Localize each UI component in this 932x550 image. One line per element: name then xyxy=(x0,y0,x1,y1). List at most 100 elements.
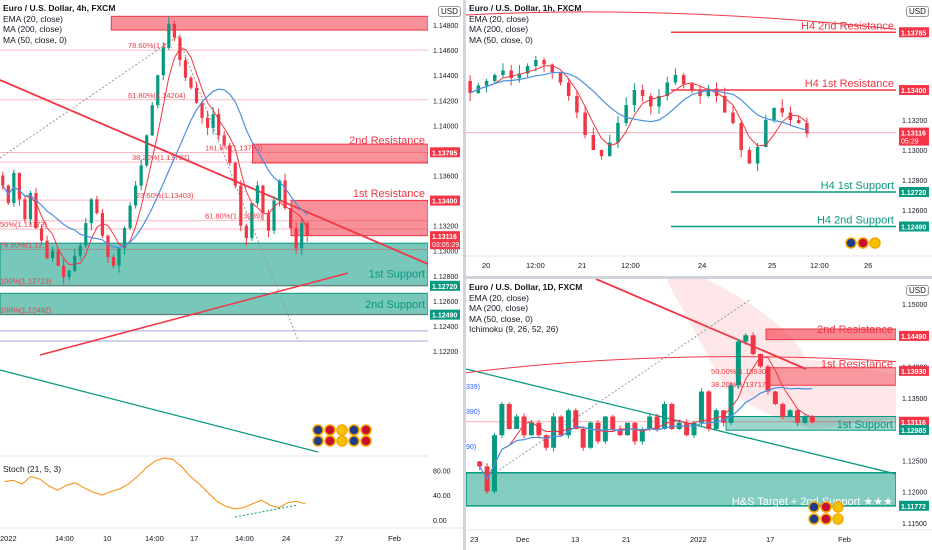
chart-canvas-1d[interactable]: 50.00%(1.13930) 38.20%(1.13717) 339) 390) 90… xyxy=(466,279,932,550)
candle-body xyxy=(681,75,686,84)
support-zone xyxy=(466,472,897,507)
price-tag xyxy=(899,330,929,341)
candle-body xyxy=(543,435,549,448)
price-tag-label: 1.12985 xyxy=(901,428,926,435)
time-axis-tick: 2022 xyxy=(690,535,707,544)
candle-body xyxy=(283,180,287,209)
candle-body xyxy=(73,255,77,271)
price-tag-countdown: 03:05:29 xyxy=(432,242,459,249)
candle-body xyxy=(39,228,44,241)
currency-badge[interactable]: USD xyxy=(906,6,929,17)
candle-body xyxy=(632,422,638,442)
panel-divider-horizontal[interactable] xyxy=(466,276,932,279)
candle-body xyxy=(551,416,557,448)
time-axis-tick: 21 xyxy=(578,261,586,270)
resistance-zone xyxy=(110,15,429,31)
candle-body xyxy=(665,82,669,96)
time-axis-tick: 27 xyxy=(335,534,343,543)
candle-body xyxy=(111,256,116,266)
price-axis-tick: 1.12800 xyxy=(902,178,927,185)
candle-body xyxy=(222,135,226,146)
candle-body xyxy=(89,199,93,224)
time-axis-tick: Feb xyxy=(388,534,401,543)
candle-body xyxy=(211,114,215,128)
price-tag xyxy=(899,221,929,232)
event-flag-icon xyxy=(336,435,348,447)
candle-body xyxy=(501,70,505,75)
candle-body xyxy=(764,120,768,147)
price-tag-countdown: 05:29 xyxy=(901,139,919,146)
chart-panel-4h[interactable]: 78.60%(1.1... 61.80%(1.14204) 161.8%(1.137… xyxy=(0,0,463,550)
time-axis-tick: 20 xyxy=(482,261,490,270)
chart-canvas-1h[interactable]: H4 2nd Resistance H4 1st Resistance H4 1st… xyxy=(466,0,932,276)
candle-body xyxy=(289,208,293,229)
indicator-label: MA (50, close, 0) xyxy=(469,34,533,45)
candle-body xyxy=(731,112,735,123)
candle-body xyxy=(78,245,82,256)
legend-1h: Euro / U.S. Dollar, 1h, FXCM EMA (20, cl… xyxy=(469,3,581,45)
candle-body xyxy=(493,75,497,81)
candle-body xyxy=(706,391,712,429)
price-axis-tick: 1.12800 xyxy=(433,274,458,281)
time-axis-tick: 10 xyxy=(103,534,111,543)
fib-level-label: 161.8%(1.13783) xyxy=(205,144,263,153)
candle-body xyxy=(690,84,694,90)
event-flag-icon xyxy=(336,424,348,436)
candle-body xyxy=(750,335,756,354)
candle-body xyxy=(128,205,132,229)
price-tag xyxy=(430,309,460,320)
candle-body xyxy=(566,82,571,96)
fib-line xyxy=(485,298,752,480)
price-axis-tick: 1.12500 xyxy=(902,458,927,465)
candle-body xyxy=(805,123,809,134)
candle-body xyxy=(536,422,542,436)
legend-4h: Euro / U.S. Dollar, 4h, FXCM EMA (20, cl… xyxy=(3,3,115,45)
candle-body xyxy=(244,225,248,239)
time-axis-tick: 24 xyxy=(698,261,706,270)
indicator-label: EMA (20, close) xyxy=(469,292,529,303)
candle-body xyxy=(639,429,645,442)
candle-body xyxy=(624,105,628,123)
candle-body xyxy=(84,223,88,246)
event-flag-icon xyxy=(360,435,372,447)
candle-body xyxy=(277,180,282,201)
downtrend-line xyxy=(0,79,429,265)
candle-body xyxy=(691,422,697,436)
fib-level-label: 50%(1.13173) xyxy=(0,220,48,229)
panel-divider-vertical[interactable] xyxy=(463,0,466,550)
ma-line xyxy=(2,88,308,249)
chart-canvas-4h[interactable]: 78.60%(1.1... 61.80%(1.14204) 161.8%(1.137… xyxy=(0,0,463,550)
candle-body xyxy=(610,416,616,429)
event-flag-icon xyxy=(324,424,336,436)
chart-panel-1d[interactable]: 50.00%(1.13930) 38.20%(1.13717) 339) 390) 90… xyxy=(466,279,932,550)
indicator-label: MA (50, close, 0) xyxy=(469,313,533,324)
currency-badge[interactable]: USD xyxy=(438,6,461,17)
chart-panel-1h[interactable]: H4 2nd Resistance H4 1st Resistance H4 1st… xyxy=(466,0,932,276)
candle-body xyxy=(217,114,221,136)
candle-body xyxy=(573,410,579,429)
event-flag-icon xyxy=(324,435,336,447)
candle-body xyxy=(17,172,21,200)
candle-body xyxy=(528,422,534,436)
candle-body xyxy=(294,228,298,249)
price-tag xyxy=(430,147,460,158)
candle-body xyxy=(780,404,786,417)
fib-level-label: 38.20%(1.13707) xyxy=(132,153,190,162)
zone-label: 2nd Resistance xyxy=(349,135,425,147)
candle-body xyxy=(484,81,489,86)
ma200-line xyxy=(466,356,897,374)
candle-body xyxy=(780,108,784,113)
candle-body xyxy=(167,23,171,48)
price-axis-tick: 1.14200 xyxy=(433,98,458,105)
currency-badge[interactable]: USD xyxy=(906,285,929,296)
candle-body xyxy=(255,185,260,204)
candle-body xyxy=(698,90,702,96)
candle-body xyxy=(266,213,271,231)
price-axis-tick: 1.12600 xyxy=(433,299,458,306)
resistance-zone xyxy=(290,200,429,237)
candle-body xyxy=(28,193,33,220)
candle-body xyxy=(517,73,522,78)
candle-body xyxy=(228,145,232,163)
candle-body xyxy=(728,385,734,423)
price-axis-tick: 1.12200 xyxy=(433,349,458,356)
